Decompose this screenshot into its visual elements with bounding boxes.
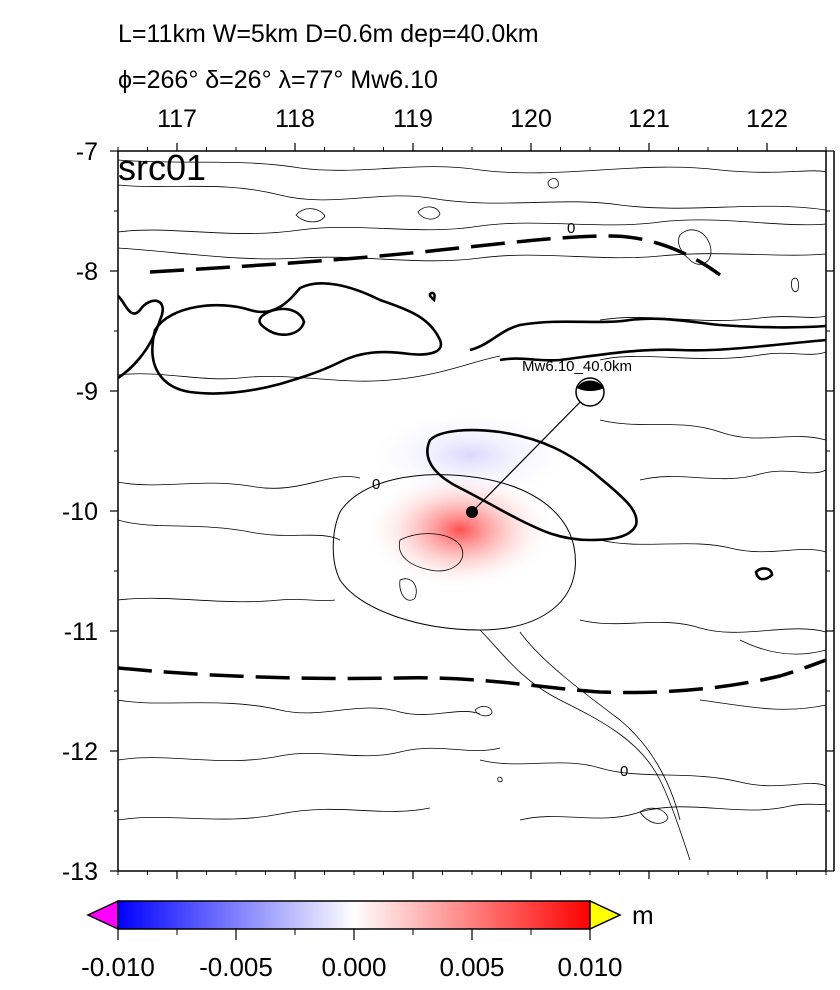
deformation-field <box>365 410 575 590</box>
contour-zero-label-1: 0 <box>567 220 575 237</box>
colorbar-tick-label: 0.010 <box>557 952 622 982</box>
colorbar-gradient <box>117 900 591 930</box>
panel-label: src01 <box>118 147 206 188</box>
colorbar-tick-label: -0.005 <box>199 952 273 982</box>
x-axis-ticks: 117 118 119 120 121 122 <box>117 105 827 879</box>
uplift-lobe <box>365 470 555 590</box>
y-tick-label: -7 <box>76 138 98 166</box>
y-tick-label: -11 <box>64 618 98 646</box>
bathymetry-contours <box>118 159 826 861</box>
contour-zero-label-2: 0 <box>372 476 380 493</box>
x-tick-label: 119 <box>393 105 433 133</box>
x-tick-label: 121 <box>628 105 670 133</box>
coastline <box>118 282 826 581</box>
y-axis-ticks: -7 -8 -9 -10 -11 -12 -13 <box>62 138 834 886</box>
focal-mechanism-beachball <box>575 377 605 407</box>
x-tick-label: 118 <box>275 105 315 133</box>
colorbar-tick-label: 0.005 <box>439 952 504 982</box>
beachball-label: Mw6.10_40.0km <box>522 358 632 375</box>
colorbar-low-triangle <box>86 899 119 931</box>
source-link-line <box>471 391 591 513</box>
y-tick-label: -12 <box>62 738 98 766</box>
x-tick-label: 117 <box>157 105 197 133</box>
contour-zero-label-3: 0 <box>620 763 628 780</box>
colorbar: -0.010 -0.005 0.000 0.005 0.010 m <box>81 899 654 982</box>
epicenter-marker <box>466 506 478 518</box>
colorbar-high-triangle <box>589 899 622 931</box>
colorbar-tick-label: 0.000 <box>321 952 386 982</box>
trench-lines <box>118 234 826 695</box>
y-tick-label: -13 <box>62 858 98 886</box>
x-tick-label: 122 <box>746 105 788 133</box>
map-title-line1: L=11km W=5km D=0.6m dep=40.0km <box>118 20 539 48</box>
y-tick-label: -8 <box>76 258 98 286</box>
y-tick-label: -10 <box>62 498 98 526</box>
colorbar-unit: m <box>632 900 654 930</box>
y-tick-label: -9 <box>76 378 98 406</box>
map-title-line2: ϕ=266° δ=26° λ=77° Mw6.10 <box>118 66 438 94</box>
colorbar-tick-label: -0.010 <box>81 952 155 982</box>
x-tick-label: 120 <box>510 105 552 133</box>
